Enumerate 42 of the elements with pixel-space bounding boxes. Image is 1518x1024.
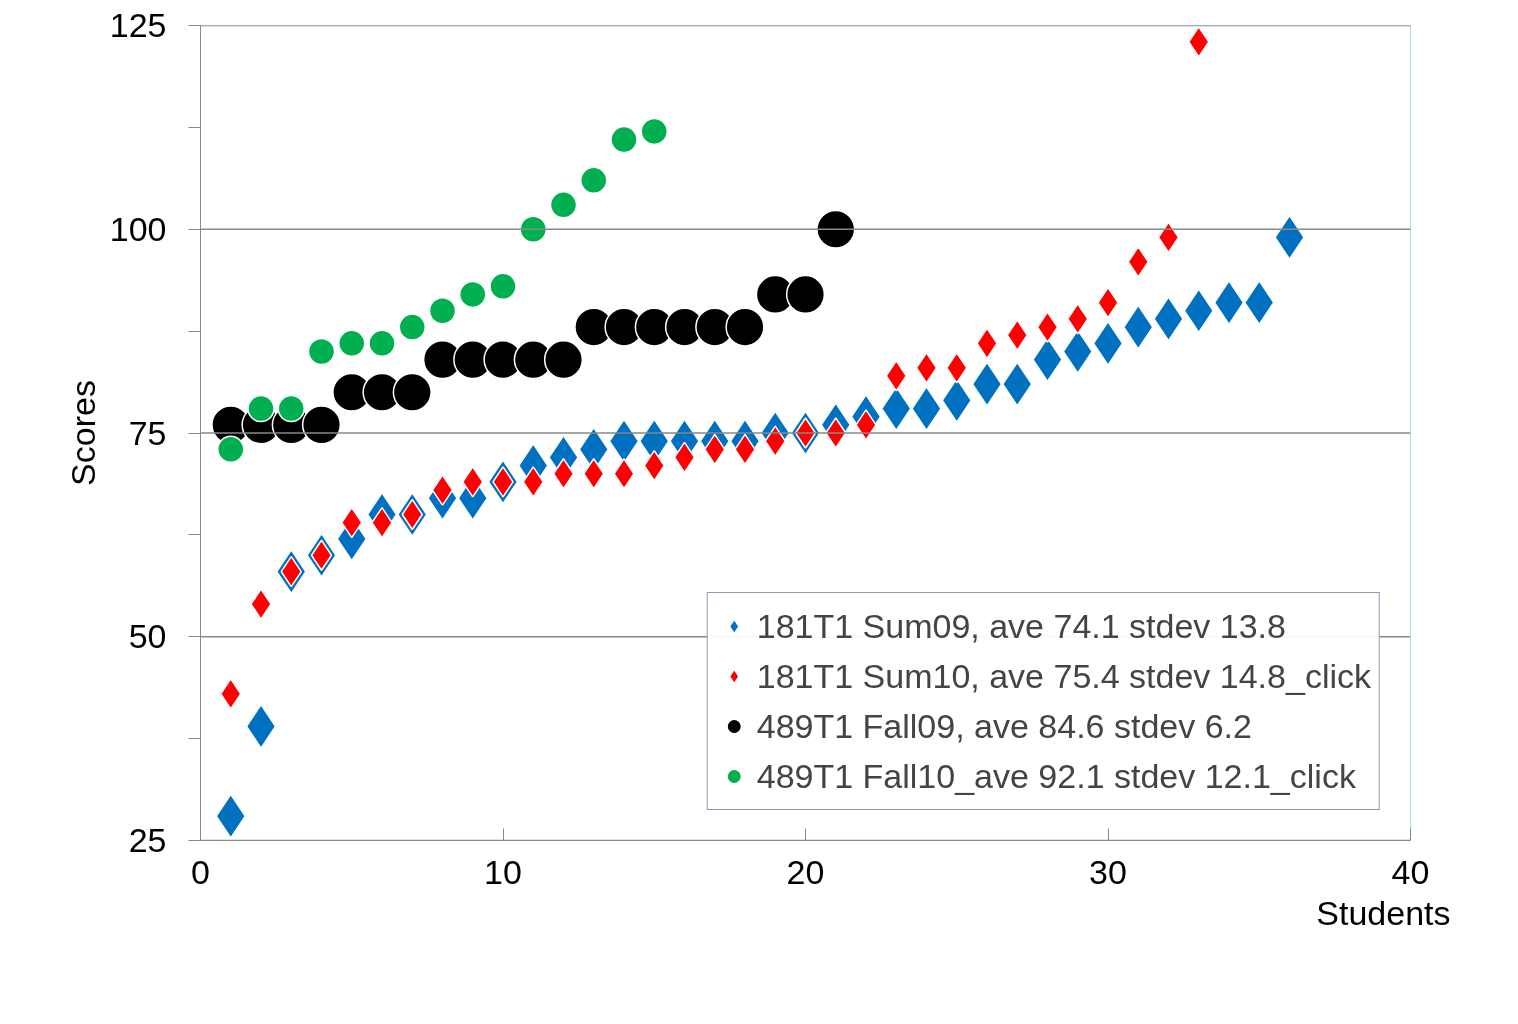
point [368, 329, 396, 358]
x-tick-label: 20 [786, 852, 825, 891]
legend-label: 489T1 Fall09, ave 84.6 stdev 6.2 [756, 705, 1252, 747]
point [392, 372, 432, 412]
point [489, 272, 517, 301]
point [277, 394, 305, 423]
x-tick-label: 0 [191, 852, 210, 891]
point [725, 307, 765, 347]
point [785, 274, 826, 315]
x-tick-label: 40 [1391, 852, 1430, 891]
y-tick-label: 50 [128, 617, 167, 656]
x-axis-title: Students [1316, 893, 1451, 932]
point [1036, 311, 1059, 343]
legend-label: 181T1 Sum10, ave 75.4 stdev 14.8_click [756, 655, 1371, 697]
legend-label: 181T1 Sum09, ave 74.1 stdev 13.8 [756, 605, 1286, 647]
point [816, 209, 856, 249]
point [431, 474, 454, 506]
x-tick-label: 10 [484, 852, 522, 891]
point [247, 394, 275, 423]
legend-label: 489T1 Fall10_ave 92.1 stdev 12.1_click [756, 755, 1356, 797]
y-tick-label: 25 [128, 821, 167, 859]
point [580, 166, 608, 195]
point [915, 352, 938, 384]
point [398, 313, 426, 341]
point [310, 539, 333, 571]
point [640, 117, 668, 146]
y-tick-label: 75 [128, 413, 167, 452]
point [549, 191, 578, 219]
point [307, 337, 336, 366]
point [338, 329, 366, 358]
point [428, 297, 457, 325]
point [217, 435, 245, 464]
point [543, 340, 584, 380]
point [610, 125, 638, 154]
y-tick-label: 100 [109, 209, 167, 248]
point [552, 458, 575, 490]
x-tick-label: 30 [1089, 852, 1127, 891]
point [459, 280, 487, 309]
y-tick-label: 125 [109, 6, 167, 44]
y-axis-title: Scores [63, 380, 102, 486]
point [301, 405, 342, 445]
point [519, 215, 547, 243]
